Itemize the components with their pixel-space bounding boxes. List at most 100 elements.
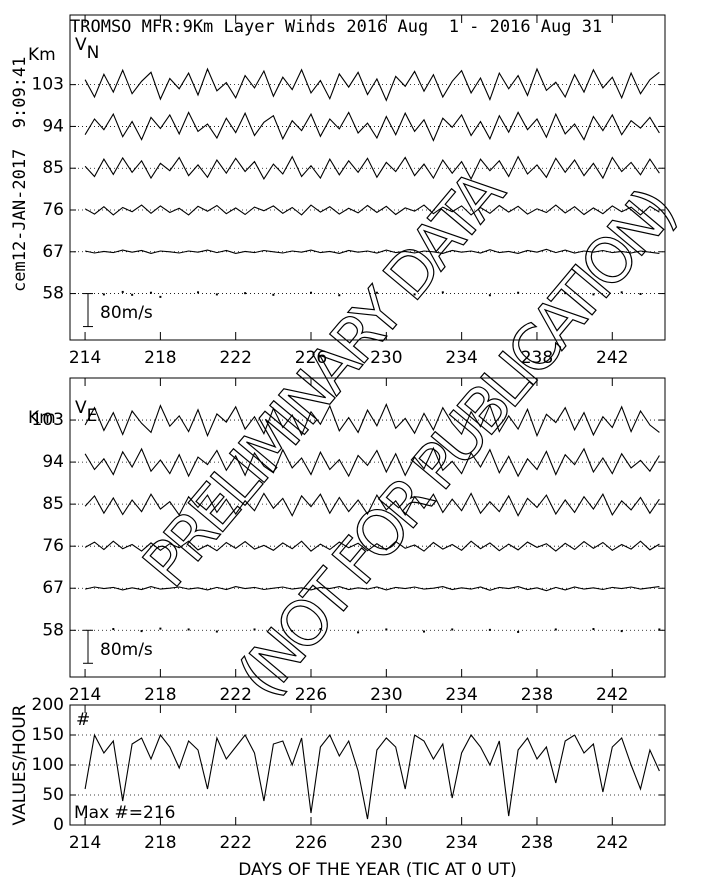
- x-tick-label: 238: [521, 685, 553, 705]
- data-dot: [422, 630, 425, 633]
- data-dot: [253, 628, 256, 631]
- wind-trace: [84, 492, 660, 517]
- y-axis-label: Km: [28, 45, 56, 65]
- data-dot: [244, 292, 247, 295]
- x-tick-label: 226: [295, 833, 327, 853]
- data-dot: [272, 293, 275, 296]
- x-tick-label: 242: [596, 348, 628, 368]
- data-dot: [338, 294, 341, 297]
- x-tick-label: 214: [69, 685, 101, 705]
- x-tick-label: 222: [219, 685, 251, 705]
- y-tick-label: 85: [42, 494, 64, 514]
- side-note: cem12-JAN-2017 9:09:41: [10, 57, 30, 292]
- y-tick-label: 85: [42, 158, 64, 178]
- y-tick-label: 50: [42, 785, 64, 805]
- y-axis-label: Km: [28, 408, 56, 428]
- data-dot: [102, 293, 105, 296]
- data-dot: [291, 630, 294, 633]
- y-tick-label: 58: [42, 620, 64, 640]
- scale-bar-label: 80m/s: [100, 303, 153, 323]
- y-tick-label: 67: [42, 242, 64, 262]
- x-tick-label: 230: [370, 685, 402, 705]
- data-dot: [187, 628, 190, 631]
- data-dot: [441, 291, 444, 294]
- wind-trace: [84, 540, 660, 552]
- panel-label: VN: [75, 35, 99, 63]
- plot-frame: [69, 14, 666, 341]
- data-dot: [197, 291, 200, 294]
- y-tick-label: 0: [53, 815, 64, 835]
- panel-label-sub: E: [87, 406, 98, 426]
- x-tick-label: 242: [596, 685, 628, 705]
- x-tick-label: 234: [445, 833, 477, 853]
- chart-title: TROMSO MFR:9Km Layer Winds 2016 Aug 1 - …: [70, 17, 602, 37]
- x-tick-label: 222: [219, 833, 251, 853]
- data-dot: [564, 292, 567, 295]
- data-dot: [488, 628, 491, 631]
- y-tick-label: 58: [42, 284, 64, 304]
- x-tick-label: 214: [69, 348, 101, 368]
- x-tick-label: 214: [69, 833, 101, 853]
- data-dot: [658, 628, 661, 631]
- data-dot: [215, 630, 218, 633]
- y-tick-label: 100: [32, 755, 64, 775]
- y-tick-label: 94: [42, 452, 64, 472]
- panel-label-sub: N: [87, 43, 100, 63]
- data-dot: [517, 630, 520, 633]
- panel-label-main: V: [75, 398, 87, 418]
- x-tick-label: 226: [295, 685, 327, 705]
- y-tick-label: 150: [32, 725, 64, 745]
- panel-label: #: [76, 710, 90, 730]
- data-dot: [620, 630, 623, 633]
- y-tick-label: 103: [32, 75, 64, 95]
- y-tick-label: 94: [42, 116, 64, 136]
- data-dot: [149, 291, 152, 294]
- count-line: [84, 733, 660, 820]
- wind-trace: [84, 586, 660, 592]
- x-tick-label: 234: [445, 685, 477, 705]
- wind-trace: [84, 248, 660, 254]
- panel-label: VE: [75, 398, 97, 426]
- wind-trace: [84, 204, 660, 216]
- data-dot: [140, 630, 143, 633]
- data-dot: [159, 295, 162, 298]
- x-tick-label: 238: [521, 348, 553, 368]
- data-dot: [639, 292, 642, 295]
- y-tick-label: 103: [32, 410, 64, 430]
- y-tick-label: 76: [42, 200, 64, 220]
- x-tick-label: 218: [144, 348, 176, 368]
- data-dot: [357, 631, 360, 634]
- x-axis-label: DAYS OF THE YEAR (TIC AT 0 UT): [238, 860, 517, 877]
- wind-trace: [84, 67, 660, 102]
- x-tick-label: 234: [445, 348, 477, 368]
- x-tick-label: 222: [219, 348, 251, 368]
- data-dot: [592, 293, 595, 296]
- y-tick-label: 200: [32, 695, 64, 715]
- data-dot: [592, 628, 595, 631]
- data-dot: [375, 291, 378, 294]
- wind-trace: [84, 111, 660, 142]
- data-dot: [517, 291, 520, 294]
- data-dot: [451, 628, 454, 631]
- plot-frame: [69, 377, 666, 678]
- x-tick-label: 218: [144, 833, 176, 853]
- data-dot: [554, 628, 557, 631]
- data-dot: [620, 291, 623, 294]
- x-tick-label: 238: [521, 833, 553, 853]
- data-dot: [310, 291, 313, 294]
- scale-bar-label: 80m/s: [100, 640, 153, 660]
- data-dot: [319, 628, 322, 631]
- data-dot: [121, 290, 124, 293]
- data-dot: [413, 293, 416, 296]
- data-dot: [385, 628, 388, 631]
- y-tick-label: 67: [42, 578, 64, 598]
- x-tick-label: 242: [596, 833, 628, 853]
- x-tick-label: 218: [144, 685, 176, 705]
- data-dot: [159, 627, 162, 630]
- data-dot: [215, 293, 218, 296]
- x-tick-label: 230: [370, 833, 402, 853]
- wind-trace: [84, 402, 660, 438]
- wind-trace: [84, 155, 660, 181]
- annotation: Max #=216: [74, 803, 176, 823]
